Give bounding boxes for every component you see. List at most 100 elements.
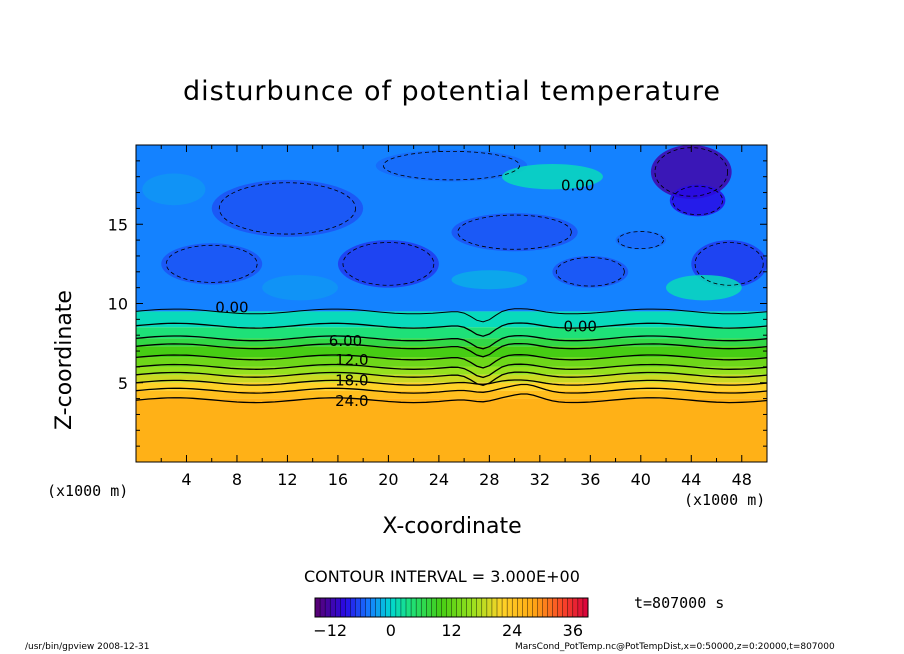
colorbar-cell: [375, 597, 382, 618]
disturbance-patch: [501, 164, 603, 190]
contour-line: [136, 342, 767, 358]
colorbar-cell: [355, 597, 362, 618]
colorbar-cell: [552, 597, 559, 618]
colorbar-cell: [476, 597, 483, 618]
temperature-layer: [136, 357, 767, 367]
y-axis-label: Z-coordinate: [52, 290, 77, 430]
disturbance-patch: [211, 179, 364, 237]
contour-line: [136, 379, 767, 386]
colorbar-cell: [577, 597, 584, 618]
contour-interval-text: CONTOUR INTERVAL = 3.000E+00: [304, 567, 580, 586]
contour-line: [136, 383, 767, 394]
colorbar-cell: [319, 597, 326, 618]
colorbar-cell: [314, 597, 321, 618]
colorbar-tick-label: −12: [313, 621, 347, 640]
colorbar-cell: [562, 597, 569, 618]
disturbance-patches: [142, 145, 767, 301]
colorbar-cell: [426, 597, 432, 618]
colorbar-tick-label: 36: [563, 621, 583, 640]
colorbar-cell: [527, 597, 533, 618]
disturbance-patch: [615, 230, 667, 250]
contour-line: [136, 322, 767, 337]
contour-line-negative: [457, 214, 572, 250]
chart-title: disturbunce of potential temperature: [183, 76, 721, 107]
x-tick-label: 12: [277, 470, 297, 489]
colorbar-cell: [350, 597, 356, 618]
colorbar-cell: [537, 597, 544, 618]
contour-line-negative: [672, 185, 723, 216]
x-tick-label: 20: [378, 470, 398, 489]
colorbar-cell: [395, 597, 402, 618]
x-tick-label: 28: [479, 470, 499, 489]
contour-line-negative: [165, 244, 258, 283]
colorbar-cell: [532, 597, 538, 618]
x-tick-label: 36: [580, 470, 600, 489]
colorbar-cell: [486, 597, 493, 618]
contour-label: 6.00: [329, 332, 362, 350]
contour-line: [136, 308, 767, 323]
disturbance-patch: [650, 145, 732, 199]
temperature-layer: [136, 338, 767, 347]
disturbance-patch: [142, 173, 206, 206]
colorbar-cell: [506, 597, 513, 618]
colorbar-cell: [410, 597, 417, 618]
temperature-layer: [136, 382, 767, 391]
contour-label: 0.00: [215, 299, 248, 317]
disturbance-patch: [451, 213, 578, 252]
colorbar-cell: [501, 597, 508, 618]
contour-line-negative: [694, 242, 764, 286]
x-tick-label: 16: [328, 470, 348, 489]
colorbar-cell: [542, 597, 549, 618]
footer-data-source: MarsCond_PotTemp.nc@PotTempDist,x=0:5000…: [515, 642, 835, 652]
contour-label: 0.00: [561, 177, 594, 195]
colorbar-cell: [451, 597, 458, 618]
temperature-layer: [136, 374, 767, 383]
colorbar-cell: [370, 597, 377, 618]
colorbar-cell: [517, 597, 523, 618]
disturbance-patch: [669, 184, 726, 217]
contour-line-negative: [617, 231, 664, 250]
y-tick-label: 10: [108, 295, 128, 314]
disturbance-patch: [262, 274, 338, 301]
temperature-layer: [136, 327, 767, 339]
colorbar-cell: [390, 597, 397, 618]
colorbar-cell: [496, 597, 503, 618]
disturbance-patch: [375, 149, 528, 182]
footer-program-date: /usr/bin/gpview 2008-12-31: [25, 642, 150, 652]
temperature-layer: [136, 346, 767, 358]
colorbar-cell: [481, 597, 488, 618]
x-unit-label-right: (x1000 m): [684, 491, 766, 509]
contour-line-negative: [382, 150, 521, 181]
colorbar-cell: [572, 597, 579, 618]
contour-line-negative: [342, 242, 435, 286]
contour-line: [136, 354, 767, 369]
x-tick-label: 24: [429, 470, 449, 489]
colorbar-tick-label: 24: [502, 621, 522, 640]
temperature-layer: [136, 390, 767, 399]
contour-lines: [136, 147, 767, 404]
colorbar-cell: [420, 597, 427, 618]
colorbar-cell: [456, 597, 463, 618]
colorbar-cell: [431, 597, 437, 618]
colorbar-cell: [380, 597, 387, 618]
disturbance-patch: [337, 240, 439, 288]
contour-line: [136, 363, 767, 379]
x-tick-label: 8: [232, 470, 242, 489]
colorbar-tick-label: 0: [386, 621, 396, 640]
contour-line-negative: [555, 257, 625, 287]
colorbar-cell: [385, 597, 392, 618]
contour-label: 12.0: [335, 351, 368, 369]
colorbar-cell: [436, 597, 442, 618]
x-tick-label: 40: [631, 470, 651, 489]
contour-label: 18.0: [335, 372, 368, 390]
colorbar-cell: [446, 597, 453, 618]
colorbar-cell: [400, 597, 407, 618]
colorbar-cell: [345, 597, 351, 618]
x-tick-label: 48: [732, 470, 752, 489]
contour-line: [136, 393, 767, 404]
colorbar-cell: [335, 597, 341, 618]
colorbar-frame: [314, 597, 589, 618]
disturbance-patch: [161, 243, 263, 285]
